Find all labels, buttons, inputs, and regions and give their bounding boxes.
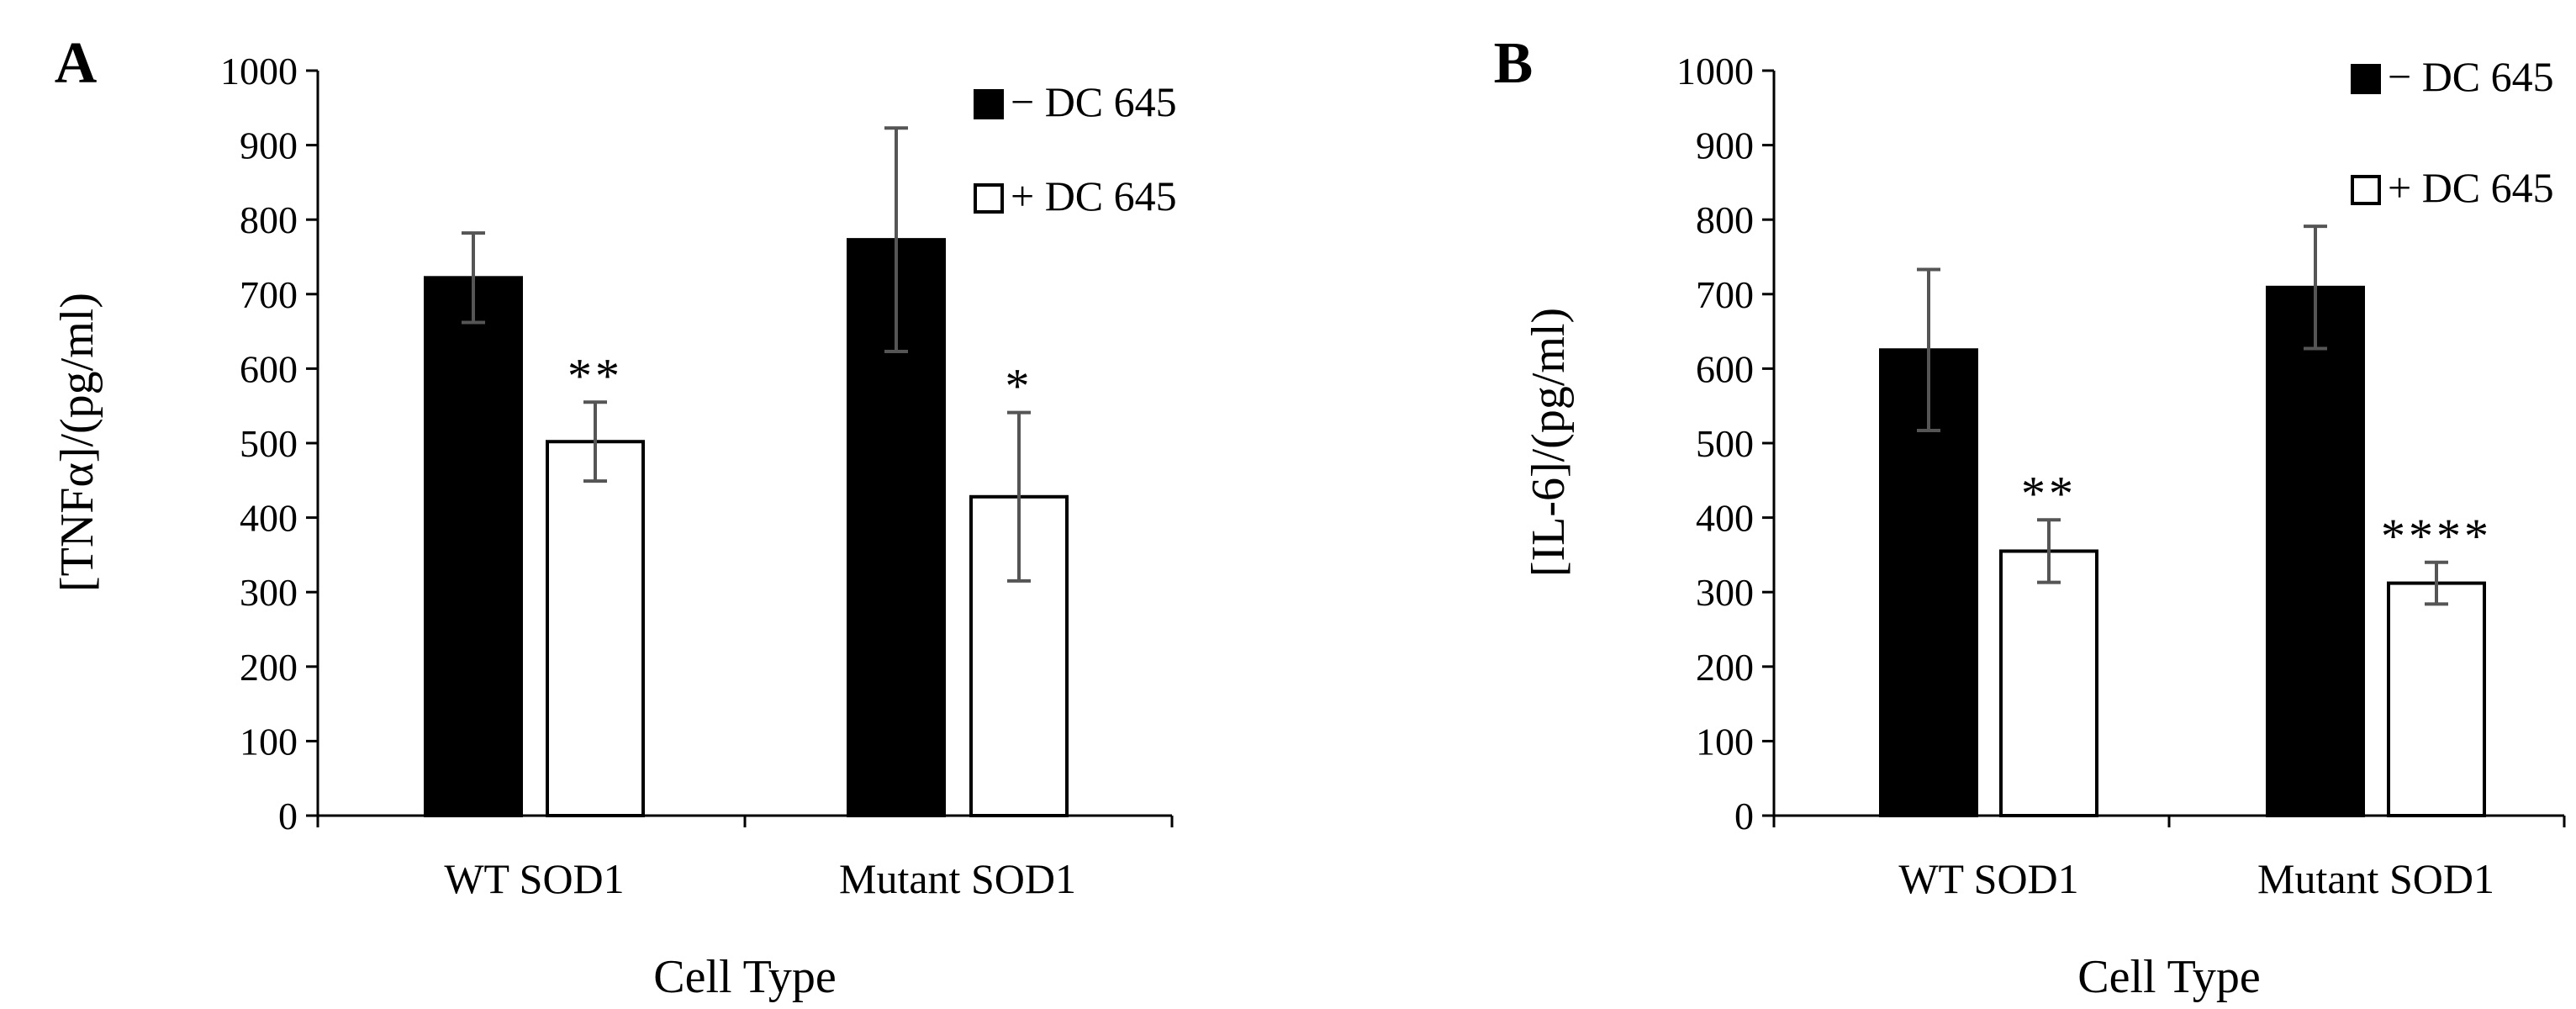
- y-tick-label: 600: [240, 347, 298, 390]
- category-label: WT SOD1: [1898, 855, 2078, 902]
- legend-swatch: [974, 89, 1004, 119]
- bar: [546, 440, 645, 818]
- y-tick-label: 0: [278, 795, 298, 837]
- y-tick-label: 200: [1696, 646, 1754, 689]
- panel-a: A 0 100 200 300 400 500 600 700 800 900 1000 WT SOD1…: [51, 31, 1177, 1003]
- y-tick-label: 500: [1696, 422, 1754, 465]
- y-tick-label: 100: [240, 720, 298, 763]
- legend-swatch: [974, 183, 1004, 214]
- bar: [424, 276, 523, 818]
- legend-swatch: [2351, 64, 2381, 94]
- y-tick-label: 700: [1696, 273, 1754, 316]
- panel-letter: A: [55, 31, 98, 96]
- y-tick-label: 400: [240, 497, 298, 540]
- legend-label: − DC 645: [1011, 78, 1177, 125]
- x-axis-title: Cell Type: [653, 951, 836, 1003]
- y-tick-label: 1000: [220, 50, 298, 92]
- bar: [1999, 549, 2098, 817]
- legend-label: − DC 645: [2388, 53, 2554, 100]
- y-tick-label: 900: [240, 124, 298, 167]
- legend-label: + DC 645: [2388, 164, 2554, 211]
- y-tick-label: 0: [1734, 795, 1754, 837]
- y-tick-label: 300: [240, 571, 298, 614]
- y-tick-label: 900: [1696, 124, 1754, 167]
- y-axis-title: [IL-6]/(pg/ml): [1523, 308, 1575, 577]
- bar: [2387, 581, 2486, 817]
- y-tick-label: 100: [1696, 720, 1754, 763]
- significance-marker: *: [1006, 359, 1033, 414]
- significance-marker: **: [2021, 466, 2077, 520]
- category-label: WT SOD1: [444, 855, 624, 902]
- panel-letter: B: [1494, 31, 1533, 96]
- y-tick-label: 700: [240, 273, 298, 316]
- y-tick-label: 800: [240, 198, 298, 241]
- y-tick-label: 300: [1696, 571, 1754, 614]
- category-label: Mutant SOD1: [2257, 855, 2494, 902]
- y-tick-label: 800: [1696, 198, 1754, 241]
- legend-swatch: [2351, 175, 2381, 205]
- y-tick-label: 1000: [1676, 50, 1754, 92]
- y-tick-label: 200: [240, 646, 298, 689]
- significance-marker: **: [567, 348, 623, 403]
- y-axis-title: [TNFα]/(pg/ml): [51, 293, 103, 592]
- significance-marker: ****: [2381, 509, 2492, 563]
- x-axis-title: Cell Type: [2077, 951, 2260, 1003]
- y-tick-label: 600: [1696, 347, 1754, 390]
- y-tick-label: 500: [240, 422, 298, 465]
- category-label: Mutant SOD1: [839, 855, 1076, 902]
- legend-label: + DC 645: [1011, 172, 1177, 219]
- panel-b: B 0 100 200 300 400 500 600 700 800 900 1000 WT SOD1…: [1494, 31, 2566, 1003]
- bar: [2266, 285, 2365, 817]
- y-tick-label: 400: [1696, 497, 1754, 540]
